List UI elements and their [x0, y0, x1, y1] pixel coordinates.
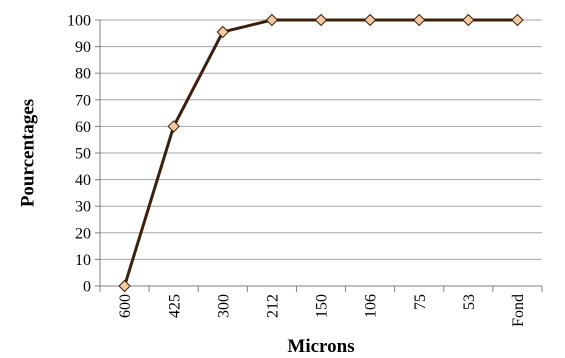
- x-tick-label: Fond: [510, 294, 527, 327]
- y-tick-label: 90: [75, 39, 91, 56]
- y-tick-label: 30: [75, 199, 91, 216]
- data-point: [216, 25, 229, 39]
- x-tick-label: 425: [166, 294, 183, 318]
- y-axis-ticks: 0 10 20 30 40 50 60 70 80 90 100: [67, 13, 100, 296]
- y-tick-label: 20: [75, 225, 91, 242]
- x-tick-label: 53: [461, 294, 478, 310]
- x-axis-title: Microns: [287, 336, 354, 357]
- series-group: [118, 13, 524, 293]
- data-point: [413, 13, 426, 27]
- data-point: [265, 13, 279, 27]
- x-tick-label: 150: [314, 294, 331, 318]
- y-tick-label: 60: [75, 119, 91, 136]
- data-point: [462, 13, 475, 27]
- x-tick-label: 300: [215, 294, 232, 318]
- y-tick-label: 50: [75, 146, 91, 163]
- x-tick-label: 75: [412, 294, 429, 310]
- data-point: [314, 13, 328, 27]
- data-point: [118, 279, 131, 293]
- y-axis-title: Pourcentages: [18, 99, 39, 207]
- y-tick-label: 10: [75, 252, 91, 269]
- x-tick-label: 600: [117, 294, 134, 318]
- x-axis-ticks: 600 425 300 212 150 106 75 53 Fond: [99, 286, 543, 327]
- y-tick-label: 80: [75, 66, 91, 83]
- data-point: [167, 120, 180, 133]
- x-tick-label: 212: [264, 294, 281, 318]
- y-tick-label: 0: [83, 279, 91, 296]
- x-tick-label: 106: [363, 294, 380, 318]
- y-tick-label: 70: [75, 92, 91, 109]
- data-point: [511, 13, 524, 27]
- gridlines: [100, 19, 542, 260]
- y-tick-label: 100: [67, 13, 91, 30]
- data-point: [363, 13, 377, 27]
- y-tick-label: 40: [75, 172, 91, 189]
